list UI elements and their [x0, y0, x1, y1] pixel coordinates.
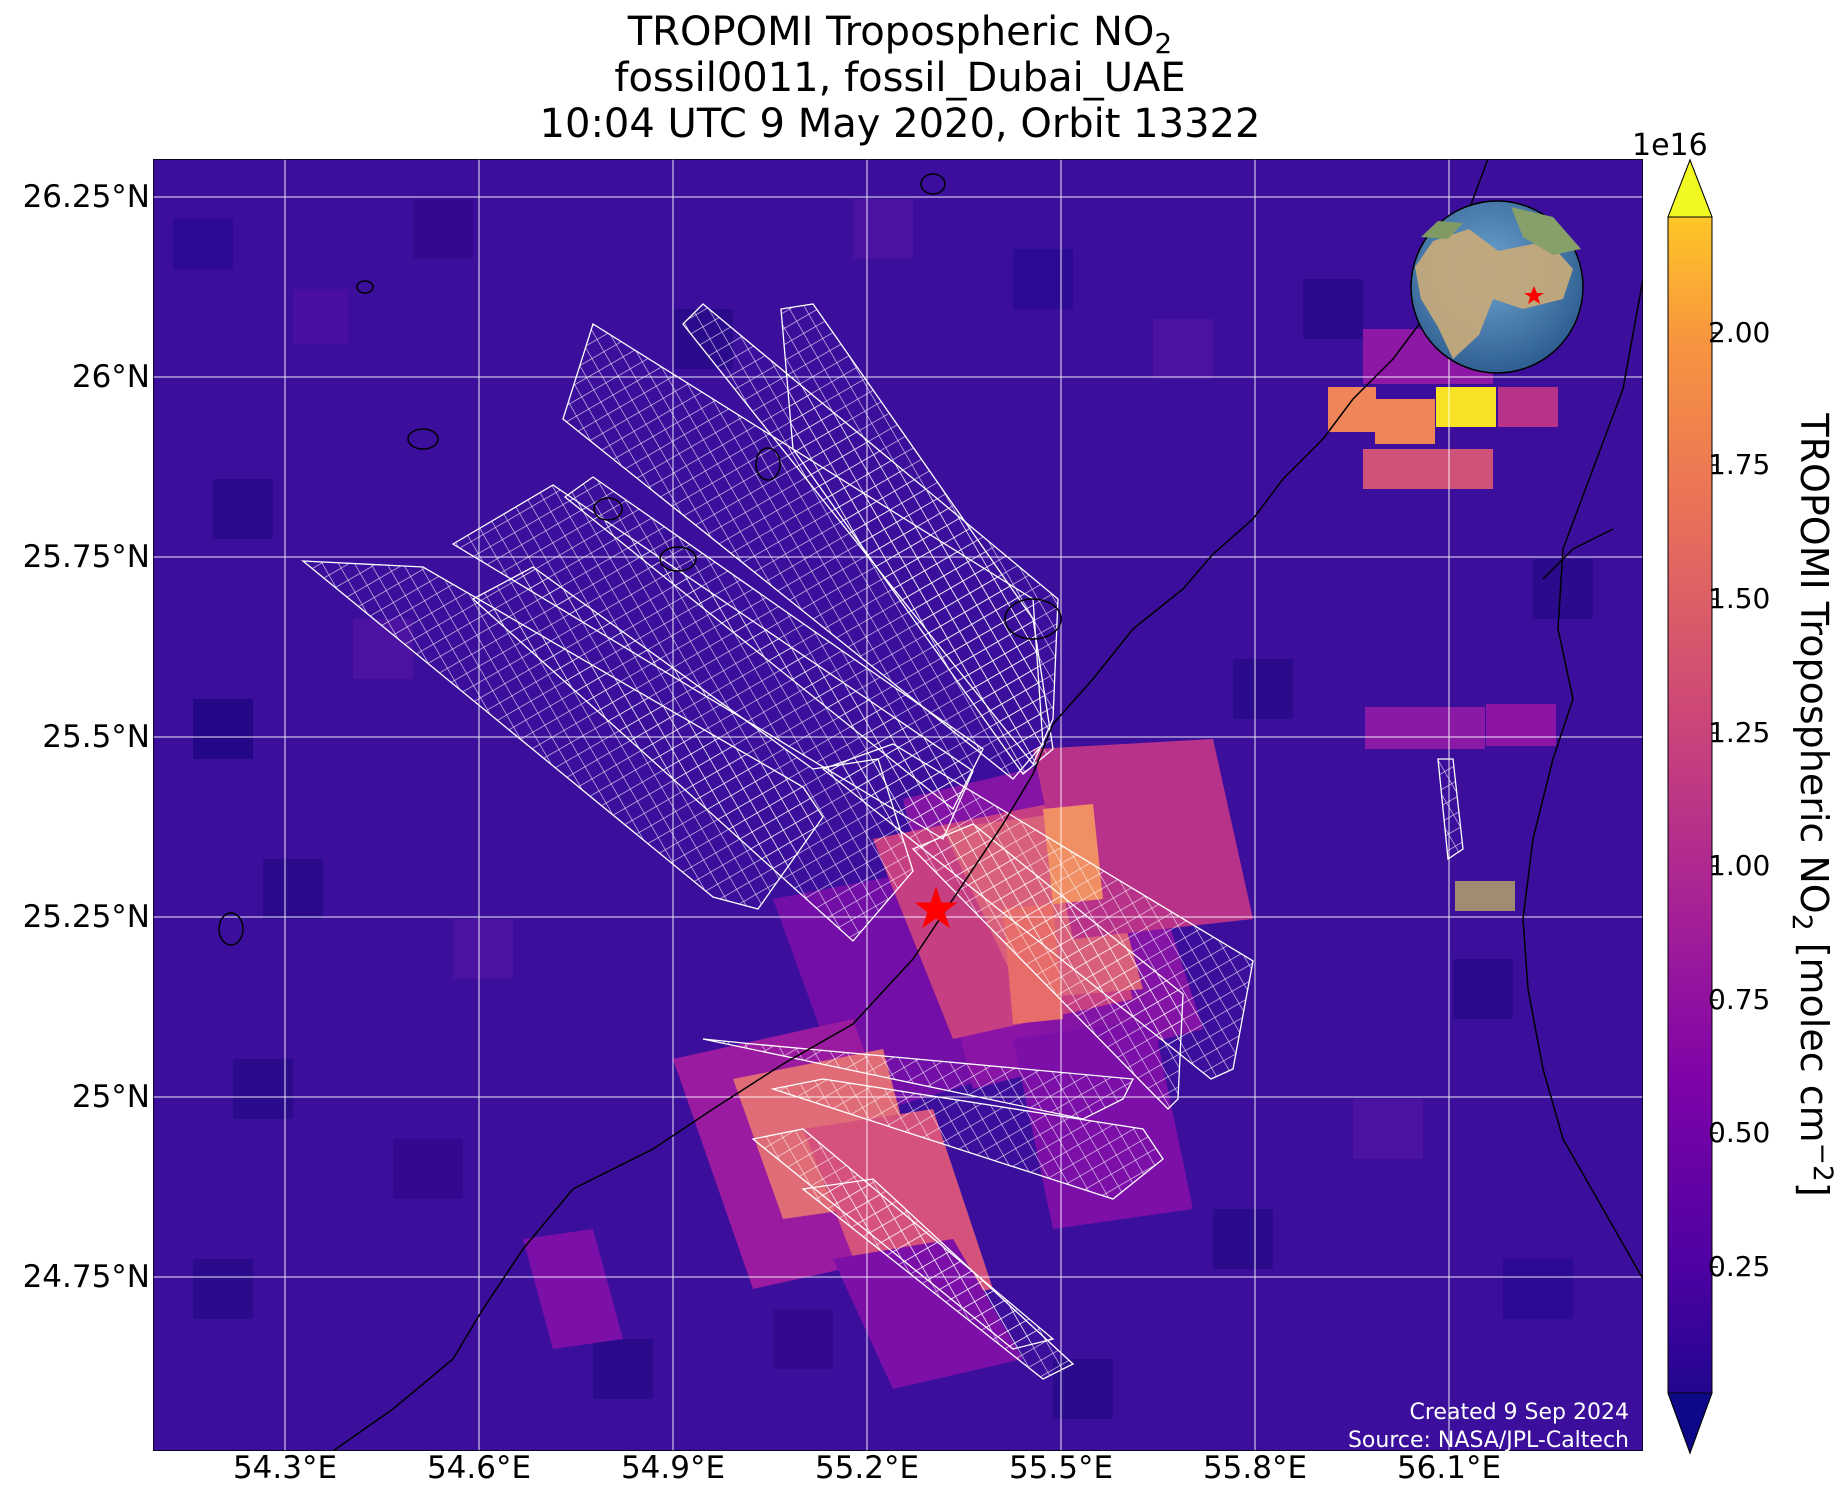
colorbar-exponent: 1e16	[1632, 128, 1708, 163]
globe-inset-icon	[1410, 200, 1584, 374]
colorbar-bottom-extension	[1667, 1392, 1713, 1455]
lon-label: 55.2°E	[814, 1450, 920, 1486]
lat-label: 25°N	[71, 1079, 150, 1115]
colorbar-top-extension	[1667, 158, 1713, 218]
colorbar-label: TROPOMI Tropospheric NO2 [molec cm−2]	[1786, 413, 1839, 1197]
colorbar-tick-label: 2.00	[1708, 316, 1771, 349]
created-credit: Created 9 Sep 2024	[1409, 1400, 1630, 1425]
source-credit: Source: NASA/JPL-Caltech	[1347, 1428, 1629, 1453]
target-star-icon	[914, 886, 958, 929]
lat-label: 25.25°N	[22, 899, 150, 935]
map-title-line1: TROPOMI Tropospheric NO2	[627, 9, 1173, 61]
colorbar-gradient	[1667, 158, 1713, 1455]
coastline	[218, 159, 1643, 1451]
lon-label: 56.1°E	[1396, 1450, 1502, 1486]
lat-label: 26.25°N	[22, 179, 150, 215]
colorbar-tick-label: 1.00	[1708, 849, 1771, 882]
lat-label: 24.75°N	[22, 1259, 150, 1295]
colorbar-tick-label: 0.25	[1708, 1250, 1771, 1283]
colorbar-tick-label: 1.75	[1708, 448, 1771, 481]
colorbar-tick-label: 1.50	[1708, 582, 1771, 615]
map-title-line2: fossil0011, fossil_Dubai_UAE	[614, 55, 1186, 101]
lat-label: 25.75°N	[22, 539, 150, 575]
colorbar-tick-label: 0.50	[1708, 1116, 1771, 1149]
lon-label: 54.9°E	[620, 1450, 726, 1486]
lon-label: 55.5°E	[1008, 1450, 1114, 1486]
colorbar-tick-label: 0.75	[1708, 983, 1771, 1016]
lat-label: 26°N	[71, 359, 150, 395]
oco3-target-grids	[301, 303, 1464, 1380]
lon-label: 54.3°E	[232, 1450, 338, 1486]
lon-label: 54.6°E	[426, 1450, 532, 1486]
map-title-line3: 10:04 UTC 9 May 2020, Orbit 13322	[539, 101, 1261, 147]
lon-label: 55.8°E	[1202, 1450, 1308, 1486]
no2-map	[153, 159, 1643, 1451]
colorbar-tick-label: 1.25	[1708, 716, 1771, 749]
lat-label: 25.5°N	[42, 719, 150, 755]
colorbar	[1667, 158, 1718, 1455]
